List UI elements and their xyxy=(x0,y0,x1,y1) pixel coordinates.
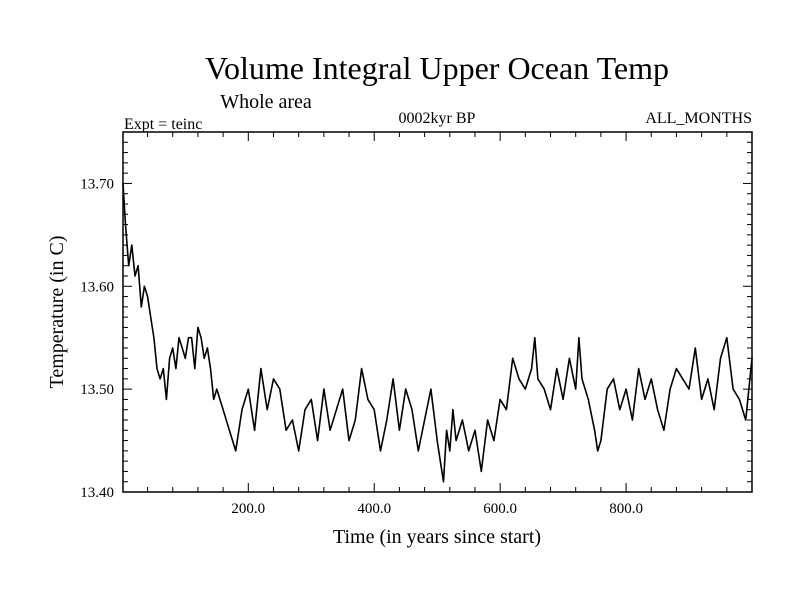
y-tick-label: 13.60 xyxy=(80,279,114,295)
series-line xyxy=(122,183,753,483)
annotation-experiment: Expt = teinc xyxy=(124,116,202,133)
plot-frame xyxy=(122,131,753,493)
y-axis-label: Temperature (in C) xyxy=(46,236,68,389)
x-tick-label: 200.0 xyxy=(231,501,265,517)
annotation-months: ALL_MONTHS xyxy=(645,110,752,127)
x-axis-label: Time (in years since start) xyxy=(333,526,541,548)
axes: 200.0 400.0 600.0 800.0 13.40 13.50 13.60 13.70 xyxy=(80,132,752,517)
x-tick-label: 600.0 xyxy=(483,501,517,517)
series-layer xyxy=(122,183,753,483)
x-tick-label: 400.0 xyxy=(357,501,391,517)
annotation-period: 0002kyr BP xyxy=(399,110,476,127)
y-tick-label: 13.50 xyxy=(80,382,114,398)
y-tick-label: 13.70 xyxy=(80,176,114,192)
chart-title: Volume Integral Upper Ocean Temp xyxy=(205,50,669,86)
x-tick-label: 800.0 xyxy=(609,501,643,517)
y-tick-label: 13.40 xyxy=(80,485,114,501)
chart-subtitle: Whole area xyxy=(220,91,312,113)
